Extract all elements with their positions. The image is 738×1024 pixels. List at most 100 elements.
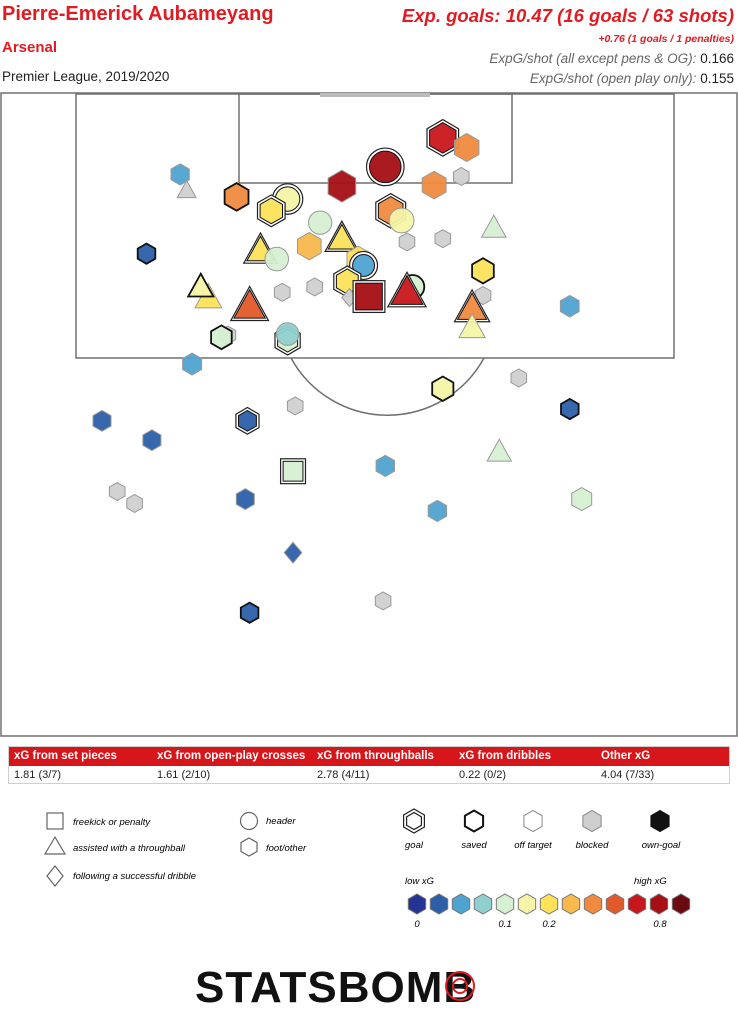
shot-marker bbox=[374, 591, 392, 611]
shot-marker bbox=[571, 487, 593, 512]
shot-marker bbox=[427, 499, 448, 523]
shot-marker bbox=[297, 231, 322, 261]
shot-marker bbox=[324, 219, 360, 253]
xg-total: Exp. goals: 10.47 (16 goals / 63 shots) bbox=[401, 5, 734, 26]
scale-tick-0-8: 0.8 bbox=[653, 919, 667, 930]
val-throughballs: 2.78 (4/11) bbox=[317, 769, 370, 781]
legend-goal: goal bbox=[405, 840, 424, 851]
scale-swatch bbox=[517, 893, 537, 915]
scale-tick-0-1: 0.1 bbox=[498, 919, 511, 930]
legend-low-xg: low xG bbox=[405, 876, 434, 887]
scale-tick-0-2: 0.2 bbox=[542, 919, 556, 930]
xg-per-shot-open-label: ExpG/shot (open play only): bbox=[529, 71, 697, 86]
shot-marker bbox=[480, 214, 507, 238]
shot-marker bbox=[283, 541, 303, 564]
shot-marker bbox=[264, 246, 290, 272]
shot-marker bbox=[327, 169, 357, 203]
scale-swatch bbox=[671, 893, 691, 915]
shot-marker bbox=[136, 242, 157, 265]
shot-marker bbox=[186, 271, 215, 298]
shot-marker bbox=[559, 294, 580, 318]
shot-marker bbox=[458, 312, 487, 339]
pitch-outline bbox=[0, 92, 738, 737]
shot-marker bbox=[434, 229, 452, 249]
shot-marker bbox=[426, 118, 460, 157]
legend-header: header bbox=[266, 816, 296, 827]
shot-marker bbox=[235, 406, 260, 435]
own-goal-icon bbox=[650, 809, 670, 833]
shot-marker bbox=[239, 601, 260, 624]
shot-marker bbox=[352, 280, 386, 314]
col-set-pieces: xG from set pieces bbox=[14, 750, 117, 762]
logo-text: STATSBOMB bbox=[195, 963, 476, 1010]
scale-swatch bbox=[649, 893, 669, 915]
shot-marker bbox=[210, 324, 233, 351]
logo-target-icon bbox=[445, 971, 475, 1001]
legend: freekick or penalty assisted with a thro… bbox=[43, 808, 691, 930]
legend-dribble: following a successful dribble bbox=[73, 871, 196, 882]
legend-foot: foot/other bbox=[266, 843, 307, 854]
shot-marker bbox=[279, 458, 307, 485]
xg-breakdown-header: xG from set pieces xG from open-play cro… bbox=[9, 747, 729, 766]
shot-marker bbox=[453, 166, 470, 187]
shot-marker bbox=[388, 207, 415, 234]
shot-marker bbox=[421, 170, 447, 200]
shot-marker bbox=[286, 396, 304, 416]
shot-marker bbox=[398, 232, 416, 252]
scale-swatch bbox=[407, 893, 427, 915]
diamond-icon bbox=[46, 865, 64, 887]
player-name: Pierre-Emerick Aubameyang bbox=[2, 3, 274, 25]
shot-marker bbox=[386, 271, 428, 308]
shot-marker bbox=[170, 163, 190, 186]
off-target-icon bbox=[523, 809, 543, 833]
penalty-arc bbox=[290, 357, 485, 416]
scale-swatch bbox=[583, 893, 603, 915]
shot-marker bbox=[92, 409, 112, 432]
shot-marker bbox=[486, 438, 513, 462]
shot-marker bbox=[365, 147, 405, 187]
col-dribbles: xG from dribbles bbox=[459, 750, 552, 762]
shots-layer bbox=[92, 118, 593, 624]
val-dribbles: 0.22 (0/2) bbox=[459, 769, 507, 781]
shot-marker bbox=[275, 322, 300, 346]
scale-swatch bbox=[473, 893, 493, 915]
square-icon bbox=[46, 812, 64, 830]
xg-per-shot-all-label: ExpG/shot (all except pens & OG): bbox=[489, 51, 697, 66]
xg-per-shot-all-value: 0.166 bbox=[700, 51, 734, 66]
team-name: Arsenal bbox=[2, 39, 58, 56]
shot-marker bbox=[256, 194, 286, 228]
val-other: 4.04 (7/33) bbox=[601, 769, 655, 781]
shot-marker bbox=[454, 132, 480, 163]
shot-marker bbox=[431, 375, 455, 402]
val-crosses: 1.61 (2/10) bbox=[157, 769, 211, 781]
xg-per-shot-open: ExpG/shot (open play only): 0.155 bbox=[530, 71, 734, 86]
statsbomb-logo: STATSBOMB bbox=[195, 963, 476, 1010]
xg-per-shot-open-value: 0.155 bbox=[700, 71, 734, 86]
shot-marker bbox=[126, 493, 143, 513]
shot-map bbox=[0, 92, 738, 737]
shot-marker bbox=[108, 482, 126, 502]
shot-marker bbox=[229, 285, 270, 322]
shot-marker bbox=[235, 488, 255, 511]
shot-marker bbox=[273, 282, 291, 302]
shot-marker bbox=[471, 257, 495, 285]
shot-marker bbox=[560, 397, 580, 421]
col-other: Other xG bbox=[601, 750, 651, 762]
xg-per-shot-all: ExpG/shot (all except pens & OG): 0.166 bbox=[489, 51, 734, 66]
scale-swatch bbox=[627, 893, 647, 915]
legend-high-xg: high xG bbox=[634, 876, 667, 887]
legend-saved: saved bbox=[461, 840, 487, 851]
legend-throughball: assisted with a throughball bbox=[73, 843, 186, 854]
xg-penalties: +0.76 (1 goals / 1 penalties) bbox=[598, 33, 734, 45]
shot-marker bbox=[223, 182, 250, 212]
legend-blocked: blocked bbox=[576, 840, 609, 851]
saved-icon bbox=[463, 809, 485, 833]
shot-marker bbox=[375, 454, 395, 478]
shot-marker bbox=[306, 277, 323, 297]
goal-icon bbox=[406, 811, 422, 831]
legend-own-goal: own-goal bbox=[642, 840, 681, 851]
shot-marker bbox=[176, 179, 197, 199]
scale-swatch bbox=[429, 893, 449, 915]
xg-color-scale bbox=[407, 893, 691, 915]
logo-target-inner bbox=[452, 978, 468, 994]
